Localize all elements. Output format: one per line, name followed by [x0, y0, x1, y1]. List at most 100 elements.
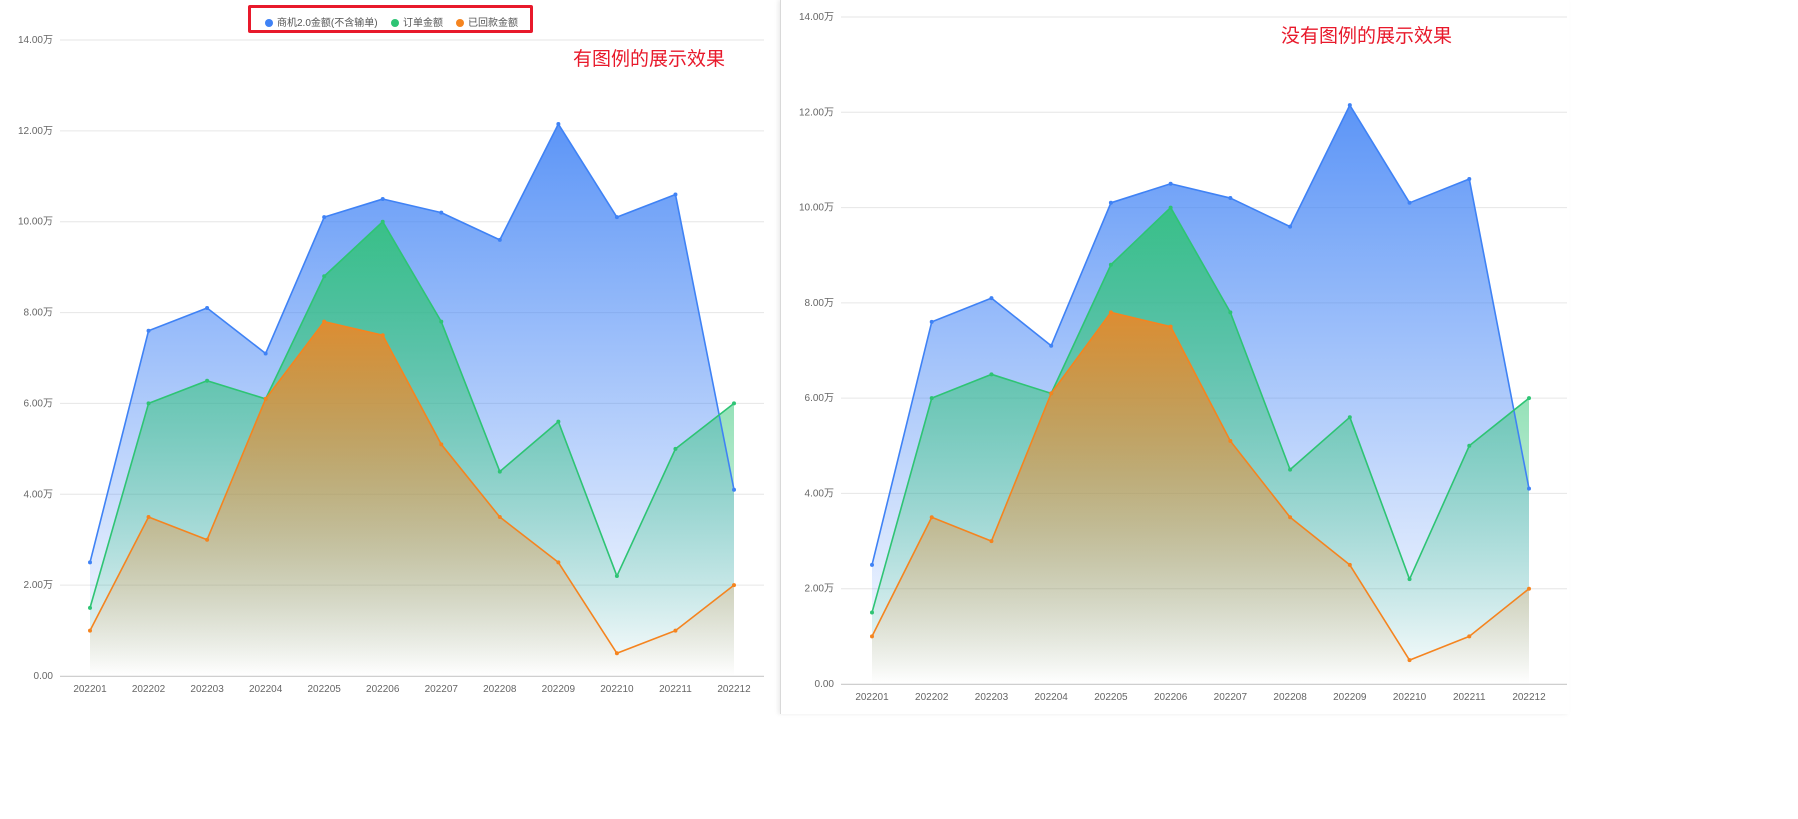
area-collected	[90, 321, 734, 676]
data-point-order[interactable]	[205, 378, 210, 383]
x-tick-label: 202212	[717, 684, 751, 695]
series-line-collected	[871, 311, 1530, 661]
data-point-order[interactable]	[146, 401, 151, 406]
y-tick-label: 12.00万	[18, 126, 53, 137]
data-point-collected[interactable]	[88, 628, 92, 633]
data-point-opportunity[interactable]	[556, 122, 561, 127]
area-collected	[872, 312, 1529, 684]
data-point-opportunity[interactable]	[205, 306, 210, 311]
data-point-order[interactable]	[1467, 443, 1472, 448]
data-point-order[interactable]	[614, 574, 619, 579]
data-point-collected[interactable]	[1467, 634, 1472, 639]
data-point-order[interactable]	[88, 605, 92, 610]
data-point-opportunity[interactable]	[870, 562, 874, 567]
data-point-collected[interactable]	[1108, 310, 1113, 315]
data-point-opportunity[interactable]	[497, 237, 502, 242]
data-point-opportunity[interactable]	[1467, 176, 1472, 181]
data-point-collected[interactable]	[322, 319, 327, 324]
data-point-order[interactable]	[870, 610, 874, 615]
data-point-opportunity[interactable]	[1347, 103, 1352, 108]
data-point-order[interactable]	[556, 419, 561, 424]
data-point-opportunity[interactable]	[1228, 196, 1233, 201]
data-point-order[interactable]	[1108, 262, 1113, 267]
x-tick-label: 202209	[542, 684, 576, 695]
data-point-opportunity[interactable]	[1527, 486, 1531, 491]
data-point-order[interactable]	[439, 319, 444, 324]
series-line-collected	[89, 320, 735, 655]
annotation-without-legend: 没有图例的展示效果	[1281, 26, 1453, 47]
data-point-order[interactable]	[732, 401, 736, 406]
y-tick-label: 14.00万	[799, 12, 834, 23]
y-tick-label: 2.00万	[805, 584, 834, 595]
data-point-collected[interactable]	[1288, 515, 1293, 520]
data-point-opportunity[interactable]	[439, 210, 444, 215]
data-point-opportunity[interactable]	[1407, 200, 1412, 205]
chart-panel-with-legend: 0.00 2.00万 4.00万 6.00万 8.00万 10.00万 12.00万 14.0…	[0, 0, 778, 714]
data-point-collected[interactable]	[989, 539, 994, 544]
data-point-opportunity[interactable]	[263, 351, 268, 356]
data-point-collected[interactable]	[1407, 658, 1412, 663]
x-tick-label: 202205	[307, 684, 341, 695]
x-tick-label: 202202	[132, 684, 166, 695]
data-point-collected[interactable]	[1228, 439, 1233, 444]
x-tick-label: 202203	[975, 692, 1009, 703]
data-point-order[interactable]	[497, 469, 502, 474]
data-point-opportunity[interactable]	[1049, 343, 1054, 348]
data-point-order[interactable]	[322, 274, 327, 279]
data-point-collected[interactable]	[673, 628, 678, 633]
data-point-opportunity[interactable]	[1168, 181, 1173, 186]
data-point-collected[interactable]	[380, 333, 385, 338]
data-point-order[interactable]	[380, 219, 385, 224]
data-point-opportunity[interactable]	[673, 192, 678, 197]
y-tick-label: 14.00万	[18, 35, 53, 46]
data-point-opportunity[interactable]	[88, 560, 92, 565]
data-point-opportunity[interactable]	[380, 197, 385, 201]
data-point-collected[interactable]	[1168, 324, 1173, 329]
series-line-opportunity	[871, 104, 1530, 566]
data-point-order[interactable]	[989, 372, 994, 377]
data-point-collected[interactable]	[146, 515, 151, 519]
legend-label-collected: 已回款金额	[468, 18, 518, 29]
data-point-collected[interactable]	[929, 515, 934, 520]
data-point-collected[interactable]	[556, 560, 561, 565]
data-point-order[interactable]	[1527, 396, 1531, 401]
data-point-opportunity[interactable]	[322, 215, 327, 220]
data-point-order[interactable]	[929, 396, 934, 401]
legend-item-collected[interactable]: 已回款金额	[456, 14, 518, 29]
data-point-opportunity[interactable]	[1288, 224, 1293, 229]
data-point-opportunity[interactable]	[146, 328, 151, 333]
area-chart-without-legend: 0.00 2.00万 4.00万 6.00万 8.00万 10.00万 12.00万 14.0…	[799, 12, 1567, 703]
legend-item-opportunity[interactable]: 商机2.0金额(不含输单)	[265, 14, 378, 29]
chart-legend: 商机2.0金额(不含输单) 订单金额 已回款金额	[248, 5, 533, 33]
y-tick-label: 6.00万	[24, 398, 53, 409]
data-point-collected[interactable]	[497, 515, 502, 519]
y-tick-label: 4.00万	[24, 489, 53, 500]
data-point-collected[interactable]	[205, 537, 210, 542]
x-tick-label: 202201	[855, 692, 889, 703]
data-point-collected[interactable]	[614, 651, 619, 656]
data-point-opportunity[interactable]	[989, 296, 994, 301]
x-tick-label: 202208	[1273, 692, 1307, 703]
legend-label-order: 订单金额	[403, 18, 443, 29]
data-point-collected[interactable]	[1527, 586, 1531, 591]
data-point-order[interactable]	[1228, 310, 1233, 315]
data-point-collected[interactable]	[870, 634, 874, 639]
series-line-opportunity	[89, 123, 735, 563]
data-point-opportunity[interactable]	[732, 487, 736, 492]
data-point-opportunity[interactable]	[929, 319, 934, 324]
data-point-opportunity[interactable]	[614, 215, 619, 220]
y-tick-label: 0.00	[34, 671, 54, 682]
data-point-order[interactable]	[1288, 467, 1293, 472]
data-point-collected[interactable]	[1049, 391, 1054, 396]
legend-item-order[interactable]: 订单金额	[391, 14, 443, 29]
data-point-order[interactable]	[1407, 577, 1412, 582]
data-point-collected[interactable]	[1347, 562, 1352, 567]
data-point-order[interactable]	[1168, 205, 1173, 210]
data-point-collected[interactable]	[732, 583, 736, 588]
data-point-collected[interactable]	[439, 442, 444, 447]
data-point-opportunity[interactable]	[1108, 200, 1113, 205]
chart-panel-without-legend: 0.00 2.00万 4.00万 6.00万 8.00万 10.00万 12.00万 14.0…	[780, 0, 1569, 714]
data-point-order[interactable]	[1347, 415, 1352, 420]
data-point-order[interactable]	[673, 446, 678, 451]
data-point-collected[interactable]	[263, 396, 268, 401]
